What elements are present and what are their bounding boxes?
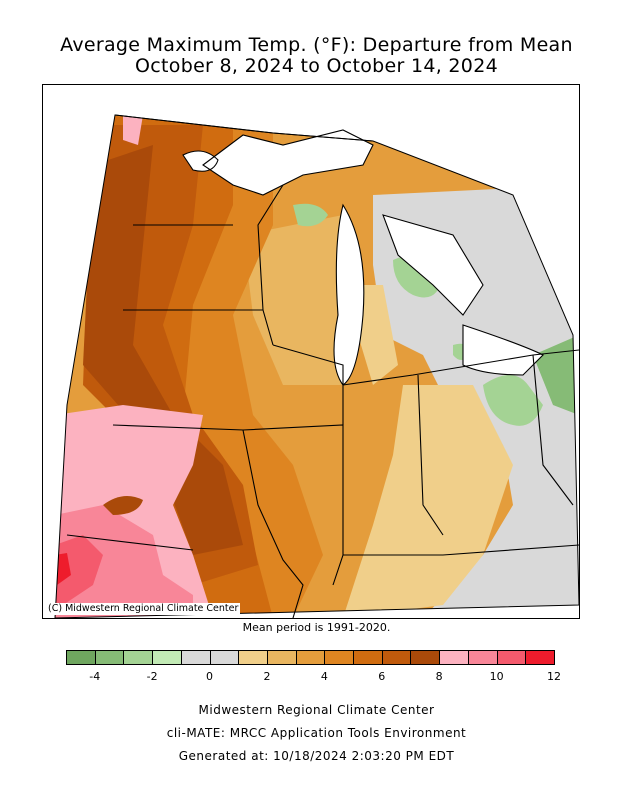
legend-swatch	[123, 650, 154, 665]
mean-period-note: Mean period is 1991-2020.	[242, 621, 391, 634]
temperature-departure-map	[54, 114, 579, 618]
legend-swatch	[410, 650, 441, 665]
legend-swatch	[66, 650, 96, 665]
map-title: Average Maximum Temp. (°F): Departure fr…	[60, 34, 573, 56]
copyright-label: (C) Midwestern Regional Climate Center	[46, 603, 241, 615]
legend-tick-label: 6	[378, 670, 386, 683]
legend-tick-label: 0	[206, 670, 214, 683]
color-legend	[66, 650, 555, 665]
state-borders	[66, 114, 579, 618]
legend-swatch	[152, 650, 182, 665]
legend-swatch	[180, 650, 211, 665]
legend-tick-label: 2	[263, 670, 271, 683]
legend-swatch	[525, 650, 555, 665]
map-domain-outline	[54, 114, 579, 618]
legend-tick-label: 8	[435, 670, 443, 683]
map-panel	[42, 84, 580, 619]
legend-swatch	[94, 650, 125, 665]
legend-tick-label: -4	[89, 670, 101, 683]
legend-tick-label: 4	[320, 670, 328, 683]
footer-organization: Midwestern Regional Climate Center	[198, 703, 435, 717]
legend-swatch	[381, 650, 412, 665]
map-date-range: October 8, 2024 to October 14, 2024	[135, 55, 498, 77]
legend-swatch	[353, 650, 383, 665]
legend-swatch	[439, 650, 469, 665]
footer-generated-time: Generated at: 10/18/2024 2:03:20 PM EDT	[178, 749, 455, 763]
legend-swatch	[209, 650, 240, 665]
legend-swatch	[295, 650, 326, 665]
legend-swatch	[266, 650, 297, 665]
legend-swatch	[324, 650, 355, 665]
legend-tick-label: 12	[547, 670, 561, 683]
footer-tool-name: cli-MATE: MRCC Application Tools Environ…	[166, 726, 467, 740]
legend-swatch	[496, 650, 527, 665]
legend-tick-label: -2	[146, 670, 158, 683]
legend-swatch	[467, 650, 498, 665]
shaded-departure-field	[55, 115, 579, 618]
legend-tick-label: 10	[489, 670, 504, 683]
legend-swatch	[238, 650, 268, 665]
